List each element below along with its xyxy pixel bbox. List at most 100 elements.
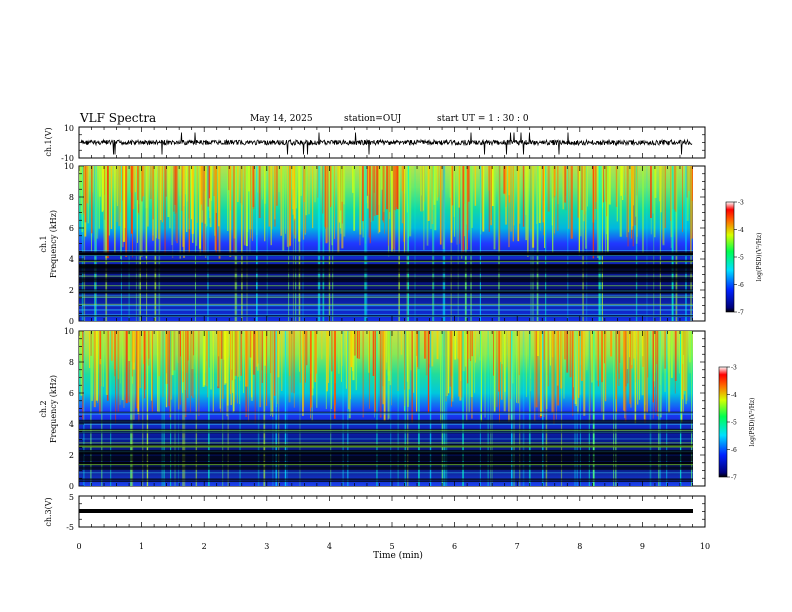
sferic-streak bbox=[565, 166, 567, 211]
sferic-streak bbox=[585, 166, 588, 249]
sferic-streak bbox=[262, 166, 264, 200]
sferic-streak bbox=[490, 166, 492, 220]
sferic-streak bbox=[510, 166, 513, 232]
sferic-streak bbox=[152, 166, 154, 220]
impulse-streak bbox=[432, 166, 435, 321]
sferic-streak bbox=[397, 331, 399, 392]
impulse-streak bbox=[429, 331, 432, 486]
ch1-frequency-tick-labels: 0 2 4 6 8 10 bbox=[64, 162, 74, 326]
sferic-streak bbox=[450, 331, 453, 377]
impulse-streak bbox=[666, 331, 668, 486]
sferic-streak bbox=[293, 166, 296, 219]
sferic-streak bbox=[454, 331, 457, 360]
sferic-streak bbox=[217, 331, 220, 389]
sferic-streak bbox=[311, 331, 314, 389]
sferic-streak bbox=[347, 331, 350, 410]
sferic-streak bbox=[115, 331, 117, 423]
impulse-streak bbox=[257, 331, 260, 486]
sferic-streak bbox=[686, 166, 689, 221]
sferic-streak bbox=[227, 331, 229, 358]
impulse-streak bbox=[83, 166, 86, 321]
ch2-colorbar-label: log(PSD)(V²/Hz) bbox=[749, 398, 756, 447]
sferic-streak bbox=[90, 166, 93, 234]
ch1-spectrogram-ylabel-channel: ch.1 bbox=[39, 235, 48, 252]
sferic-streak bbox=[594, 166, 597, 202]
impulse-streak bbox=[592, 331, 595, 486]
sferic-streak bbox=[389, 331, 392, 386]
sferic-streak bbox=[229, 331, 231, 395]
narrowband-line bbox=[79, 315, 693, 317]
impulse-streak bbox=[658, 331, 660, 486]
sferic-streak bbox=[293, 331, 295, 394]
sferic-streak bbox=[142, 166, 145, 197]
frequency-tick-label: 0 bbox=[69, 317, 74, 326]
impulse-streak bbox=[101, 331, 103, 486]
impulse-streak bbox=[317, 166, 320, 321]
sferic-streak bbox=[245, 331, 247, 387]
sferic-streak bbox=[223, 331, 226, 385]
impulse-streak bbox=[266, 166, 268, 321]
sferic-streak bbox=[132, 331, 135, 370]
narrowband-line bbox=[79, 255, 693, 256]
sferic-streak bbox=[685, 331, 688, 401]
ch2-colorbar bbox=[718, 366, 728, 478]
impulse-streak bbox=[302, 166, 304, 321]
sferic-streak bbox=[155, 166, 158, 239]
sferic-streak bbox=[233, 166, 235, 257]
time-tick-label: 6 bbox=[452, 542, 457, 551]
impulse-streak bbox=[690, 166, 692, 321]
sferic-streak bbox=[304, 331, 306, 383]
impulse-streak bbox=[364, 166, 366, 321]
narrowband-line bbox=[79, 466, 693, 470]
sferic-streak bbox=[631, 166, 633, 230]
sferic-streak bbox=[316, 331, 318, 358]
impulse-streak bbox=[588, 331, 590, 486]
sferic-streak bbox=[453, 166, 455, 217]
frequency-tick-label: 6 bbox=[69, 224, 74, 233]
impulse-streak bbox=[487, 331, 489, 486]
impulse-streak bbox=[600, 166, 602, 321]
sferic-streak bbox=[138, 166, 140, 205]
sferic-streak bbox=[556, 331, 559, 386]
sferic-streak bbox=[134, 166, 136, 193]
sferic-streak bbox=[570, 166, 573, 239]
sferic-streak bbox=[105, 331, 108, 395]
sferic-streak bbox=[316, 331, 317, 374]
sferic-streak bbox=[139, 331, 142, 388]
sferic-streak bbox=[254, 331, 256, 424]
sferic-streak bbox=[378, 166, 380, 206]
sferic-streak bbox=[252, 166, 253, 241]
impulse-streak bbox=[146, 166, 148, 321]
impulse-streak bbox=[513, 331, 515, 486]
sferic-streak bbox=[634, 331, 637, 424]
sferic-streak bbox=[205, 166, 207, 258]
impulse-streak bbox=[241, 166, 243, 321]
sferic-streak bbox=[553, 166, 556, 196]
impulse-streak bbox=[332, 166, 334, 321]
sferic-streak bbox=[186, 331, 189, 361]
impulse-streak bbox=[131, 331, 134, 486]
sferic-streak bbox=[184, 331, 187, 418]
sferic-streak bbox=[95, 331, 99, 401]
sferic-streak bbox=[484, 331, 486, 418]
narrowband-line bbox=[79, 289, 693, 292]
sferic-streak bbox=[136, 331, 139, 409]
sferic-streak bbox=[518, 331, 520, 376]
sferic-streak bbox=[525, 166, 527, 216]
sferic-streak bbox=[215, 166, 218, 255]
sferic-streak bbox=[447, 331, 450, 394]
sferic-streak bbox=[116, 166, 118, 203]
sferic-streak bbox=[439, 166, 442, 245]
ch3-ytick-max: 5 bbox=[69, 493, 74, 502]
sferic-streak bbox=[101, 166, 104, 212]
ch1-ylabel: ch.1(V) bbox=[44, 127, 53, 156]
sferic-streak bbox=[133, 331, 135, 420]
impulse-streak bbox=[613, 331, 615, 486]
impulse-streak bbox=[519, 331, 521, 486]
sferic-streak bbox=[563, 331, 565, 399]
ch1-axis-ticks bbox=[78, 126, 706, 159]
impulse-streak bbox=[560, 331, 563, 486]
sferic-streak bbox=[509, 331, 511, 400]
sferic-streak bbox=[181, 166, 183, 211]
sferic-streak bbox=[583, 166, 585, 222]
